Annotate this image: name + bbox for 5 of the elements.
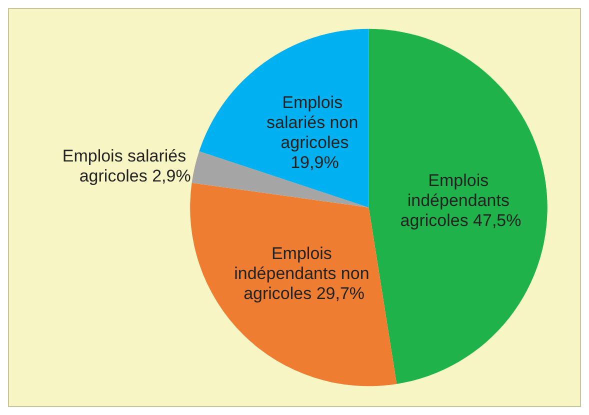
slice-label: Emplois indépendants agricoles 47,5% [400, 170, 522, 230]
slice-label: Emplois indépendants non agricoles 29,7% [234, 244, 374, 303]
data-label: 19,9% [290, 153, 339, 172]
slice-label: Emplois salariés non agricoles [266, 93, 363, 152]
slice-label: Emplois salariés agricoles 2,9% [62, 146, 191, 186]
